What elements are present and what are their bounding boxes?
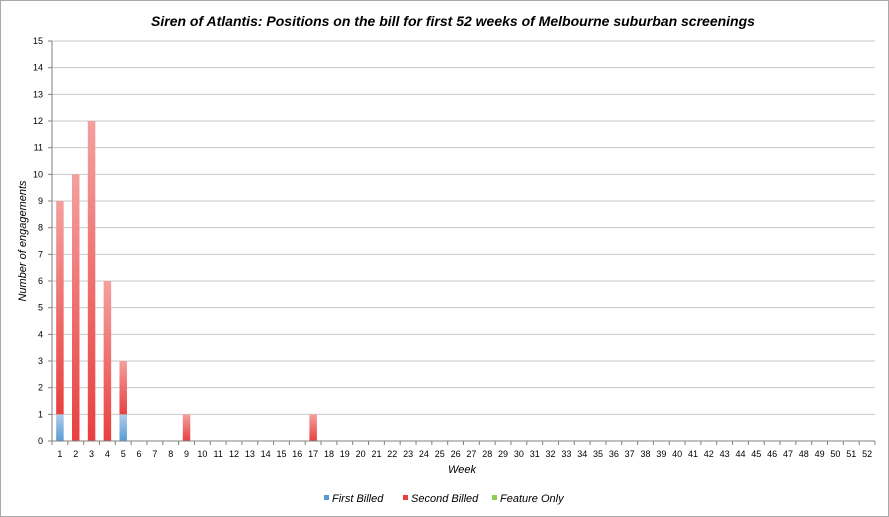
x-tick-label: 13 (245, 449, 255, 459)
x-tick-label: 10 (197, 449, 207, 459)
y-axis-label: Number of engagements (17, 180, 29, 302)
x-tick-label: 22 (387, 449, 397, 459)
y-tick-label: 4 (38, 329, 43, 339)
x-tick-label: 27 (466, 449, 476, 459)
x-tick-label: 34 (577, 449, 587, 459)
x-tick-label: 26 (451, 449, 461, 459)
x-tick-label: 29 (498, 449, 508, 459)
x-tick-label: 11 (214, 449, 223, 459)
x-tick-label: 23 (403, 449, 413, 459)
x-tick-label: 14 (261, 449, 271, 459)
x-tick-label: 36 (609, 449, 619, 459)
y-tick-label: 5 (38, 303, 43, 313)
x-tick-label: 30 (514, 449, 524, 459)
x-tick-label: 44 (735, 449, 745, 459)
bar-second-billed-week-2 (71, 174, 80, 442)
x-tick-label: 16 (292, 449, 302, 459)
bar-first-billed-week-5 (119, 414, 127, 441)
x-tick-label: 4 (105, 449, 110, 459)
x-tick-label: 45 (751, 449, 761, 459)
y-tick-label: 8 (38, 223, 43, 233)
x-tick-label: 43 (720, 449, 730, 459)
bar-second-billed-week-17 (309, 414, 317, 441)
legend: First Billed Second Billed Feature Only (324, 493, 565, 505)
x-tick-label: 19 (340, 449, 350, 459)
x-tick-label: 51 (846, 449, 856, 459)
x-tick-label: 33 (561, 449, 571, 459)
x-tick-label: 32 (546, 449, 556, 459)
x-tick-label: 7 (152, 449, 157, 459)
x-tick-label: 38 (641, 449, 651, 459)
x-tick-label: 3 (89, 449, 94, 459)
bar-second-billed-week-9 (182, 414, 191, 441)
y-tick-label: 3 (38, 356, 43, 366)
bar-second-billed-week-4 (103, 281, 112, 441)
x-tick-label: 21 (371, 449, 381, 459)
x-tick-label: 2 (73, 449, 78, 459)
bar-first-billed-week-1 (56, 414, 64, 441)
x-tick-label: 37 (625, 449, 635, 459)
y-tick-label: 6 (38, 276, 43, 286)
y-tick-label: 1 (38, 409, 43, 419)
chart-title: Siren of Atlantis: Positions on the bill… (151, 13, 755, 29)
legend-label: Second Billed (411, 493, 479, 505)
x-tick-label: 42 (704, 449, 714, 459)
x-tick-label: 24 (419, 449, 429, 459)
x-tick-label: 48 (799, 449, 809, 459)
legend-swatch (403, 495, 408, 500)
x-tick-label: 25 (435, 449, 445, 459)
y-tick-label: 14 (33, 63, 43, 73)
axes (48, 40, 876, 445)
x-tick-label: 28 (482, 449, 492, 459)
y-tick-label: 7 (38, 249, 43, 259)
x-tick-labels: 1 2 3 4 5 6 7 8 9 10 11 12 13 14 15 16 17 18 19 20 21 22 23 24 2… (57, 449, 872, 459)
y-tick-label: 11 (34, 143, 43, 153)
x-tick-label: 5 (121, 449, 126, 459)
x-tick-label: 20 (356, 449, 366, 459)
y-tick-label: 15 (33, 36, 43, 46)
x-tick-label: 35 (593, 449, 603, 459)
x-tick-label: 41 (688, 449, 698, 459)
legend-swatch (324, 495, 329, 500)
legend-label: First Billed (332, 493, 384, 505)
x-tick-label: 49 (815, 449, 825, 459)
gridlines (52, 40, 875, 442)
y-tick-label: 9 (38, 196, 43, 206)
x-tick-label: 40 (672, 449, 682, 459)
x-tick-label: 12 (229, 449, 239, 459)
y-tick-label: 0 (38, 436, 43, 446)
y-tick-label: 12 (33, 116, 43, 126)
x-tick-label: 15 (276, 449, 286, 459)
y-tick-label: 2 (38, 383, 43, 393)
x-tick-label: 1 (57, 449, 62, 459)
x-tick-label: 31 (530, 449, 540, 459)
x-tick-label: 9 (184, 449, 189, 459)
bar-second-billed-week-1 (56, 201, 64, 415)
x-axis-label: Week (448, 464, 476, 476)
y-tick-label: 13 (33, 89, 43, 99)
bar-second-billed-week-3 (87, 121, 96, 441)
x-tick-label: 46 (767, 449, 777, 459)
y-tick-label: 10 (33, 169, 43, 179)
x-tick-label: 52 (862, 449, 872, 459)
x-tick-label: 47 (783, 449, 793, 459)
x-tick-label: 50 (830, 449, 840, 459)
x-tick-label: 17 (308, 449, 318, 459)
x-tick-label: 18 (324, 449, 334, 459)
x-tick-label: 39 (656, 449, 666, 459)
x-tick-label: 6 (137, 449, 142, 459)
legend-swatch (492, 495, 497, 500)
bars (56, 121, 317, 442)
bar-second-billed-week-5 (119, 361, 127, 415)
x-tick-label: 8 (168, 449, 173, 459)
legend-label: Feature Only (500, 493, 565, 505)
